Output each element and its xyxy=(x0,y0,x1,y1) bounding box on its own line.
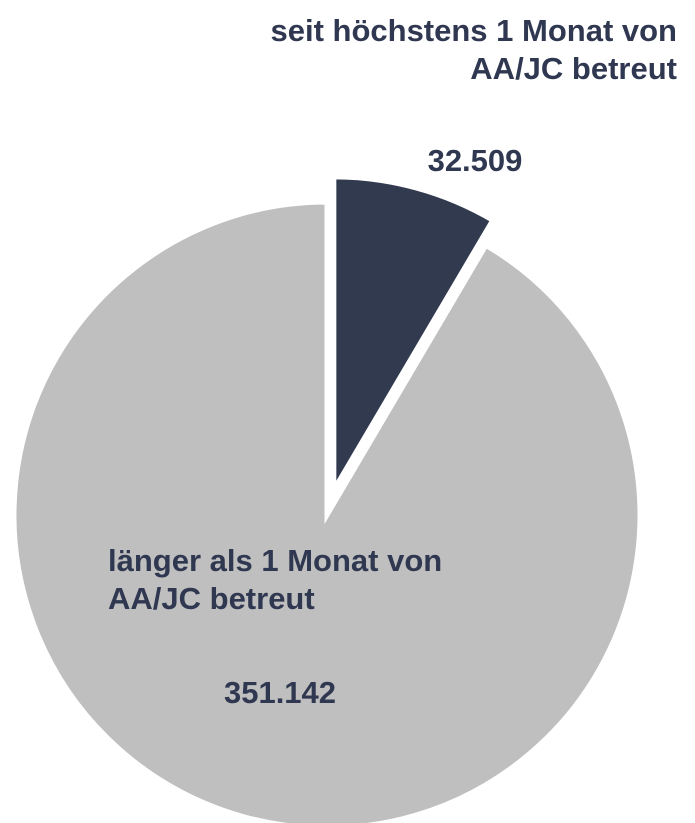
slice-label: länger als 1 Monat von AA/JC betreut xyxy=(108,543,443,616)
slice-label: seit höchstens 1 Monat von AA/JC betreut xyxy=(270,13,677,86)
pie-slice xyxy=(11,199,643,823)
value-label: 32.509 xyxy=(427,143,523,178)
pie-slice xyxy=(331,174,497,500)
value-label: 351.142 xyxy=(223,675,337,710)
